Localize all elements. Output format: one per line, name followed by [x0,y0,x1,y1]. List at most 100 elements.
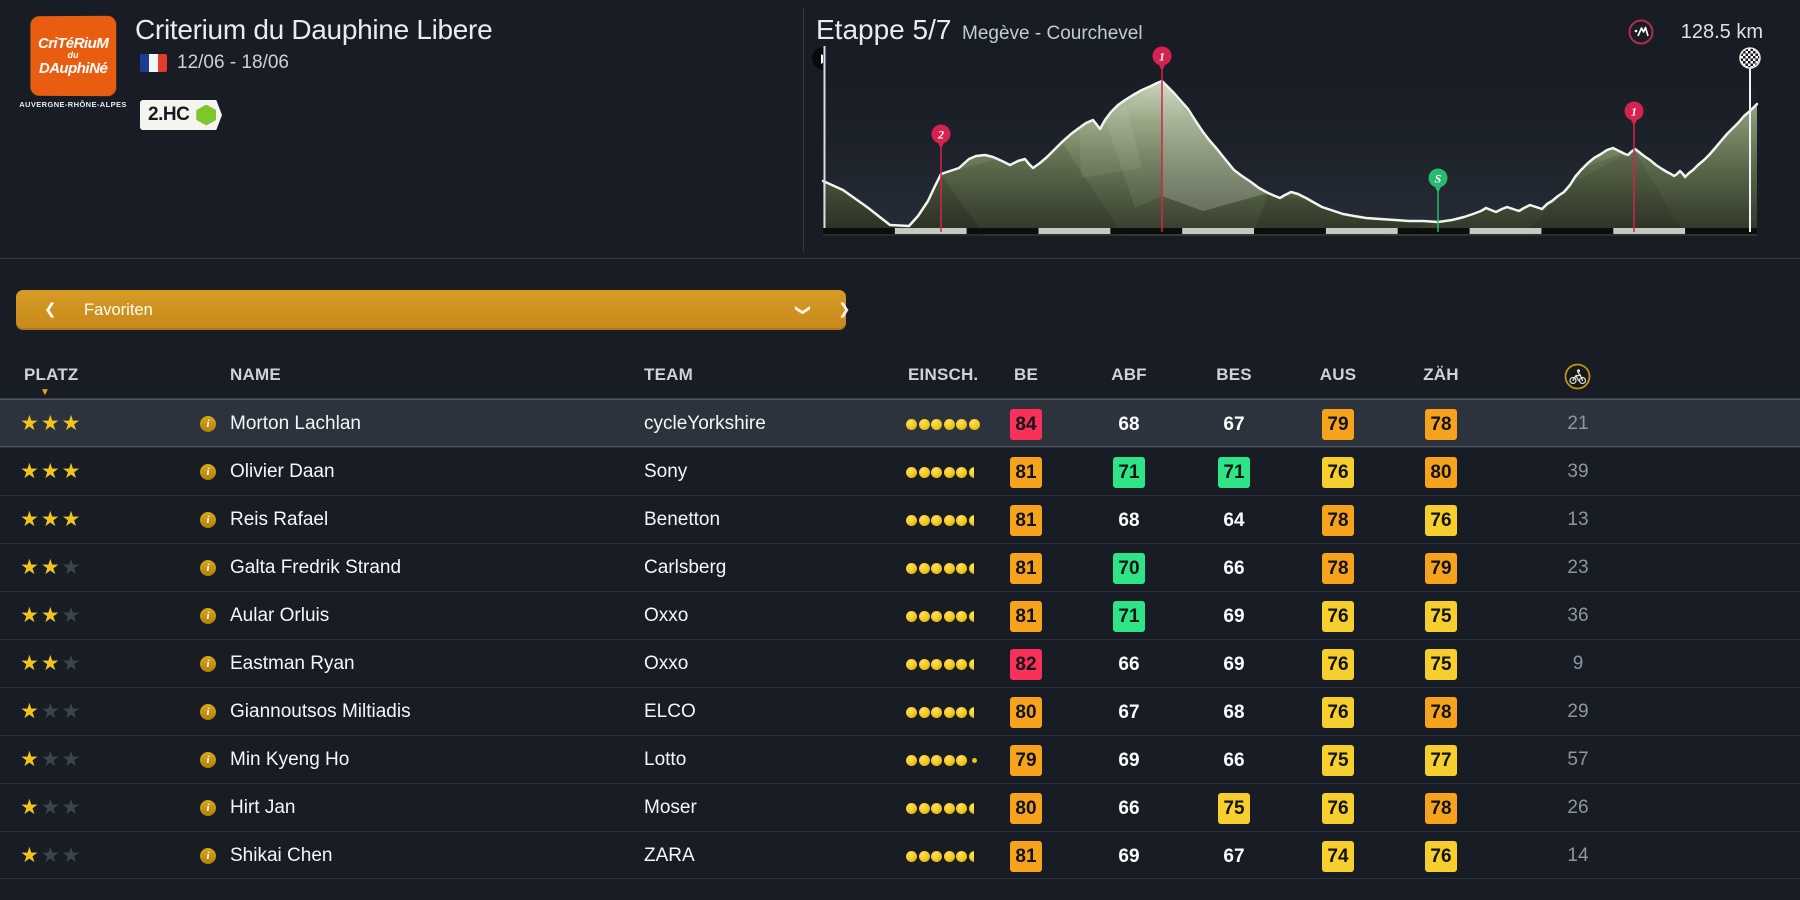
rating-dot-icon [918,707,930,718]
rider-name: Giannoutsos Miltiadis [230,701,411,722]
rider-info-icon[interactable]: i [200,704,216,720]
rider-info-icon[interactable]: i [200,416,216,432]
team-name: Benetton [644,509,721,530]
column-header-be[interactable]: BE [1013,365,1039,384]
header-vertical-divider [803,8,804,252]
einsch-dots [906,707,980,718]
race-days-count: 29 [1567,701,1589,722]
column-header-name[interactable]: NAME [230,365,281,384]
abf-value: 66 [1118,653,1140,675]
bes-value: 67 [1223,413,1245,435]
einsch-dots [906,659,980,670]
zaeh-value: 76 [1425,504,1457,536]
bes-value: 75 [1218,792,1250,824]
mountain-profile-icon [1628,19,1654,50]
zaeh-value: 79 [1425,552,1457,584]
aus-value: 76 [1322,456,1354,488]
team-name: Sony [644,461,688,482]
be-value: 79 [1010,744,1042,776]
rider-info-icon[interactable]: i [200,608,216,624]
column-header-aus[interactable]: AUS [1319,365,1357,384]
star-filled-icon: ★ [20,700,41,723]
column-header-abf[interactable]: ABF [1111,365,1147,384]
chevron-down-icon[interactable]: ❯ [794,303,812,317]
race-days-count: 14 [1567,845,1589,866]
zaeh-value: 80 [1425,456,1457,488]
rider-name: Min Kyeng Ho [230,749,350,770]
rating-dot-half-icon [968,803,974,814]
bes-value: 68 [1223,701,1245,723]
team-name: Oxxo [644,605,689,626]
climb-sprint-markers: 2 1 S 1 [931,46,1644,232]
aus-value: 76 [1322,600,1354,632]
rider-row[interactable]: ★★★ i Galta Fredrik Strand Carlsberg 81 70 66 7… [0,543,1800,591]
header-horizontal-divider [0,258,1800,259]
aus-value: 78 [1322,552,1354,584]
km-scale-bar [823,228,1757,234]
star-empty-icon: ★ [40,700,62,723]
star-filled-icon: ★ [20,652,41,675]
star-filled-icon: ★ [40,604,62,627]
rider-info-icon[interactable]: i [200,512,216,528]
star-filled-icon: ★ [20,796,41,819]
race-logo: CriTéRiuM du DAuphiNé [30,15,117,97]
rider-row[interactable]: ★★★ i Giannoutsos Miltiadis ELCO 80 67 68 76 78 2… [0,687,1800,735]
rating-dot-icon [931,755,942,766]
einsch-dots [906,467,980,478]
column-header-bes[interactable]: BES [1216,365,1252,384]
rating-dot-icon [943,419,955,430]
einsch-dots [906,755,977,766]
back-chevron-icon[interactable]: ❮ [44,301,57,318]
aus-value: 76 [1322,792,1354,824]
bes-value: 67 [1223,845,1245,867]
rider-row[interactable]: ★★★ i Olivier Daan Sony 81 71 71 76 80 39 [0,447,1800,495]
race-title: Criterium du Dauphine Libere [135,14,493,45]
star-filled-icon: ★ [20,460,41,483]
svg-text:S: S [1435,172,1442,186]
rider-name: Aular Orluis [230,605,330,626]
bes-value: 69 [1223,653,1245,675]
next-chevron-icon[interactable]: ❯ [838,301,851,318]
rider-row[interactable]: ★★★ i Hirt Jan Moser 80 66 75 76 78 26 [0,783,1800,831]
aus-value: 79 [1322,408,1354,440]
rider-info-icon[interactable]: i [200,656,216,672]
einsch-dots [906,803,980,814]
rider-row[interactable]: ★★★ i Eastman Ryan Oxxo 82 66 69 76 75 9 [0,639,1800,687]
star-filled-icon: ★ [61,412,83,435]
rider-row[interactable]: ★★★ i Morton Lachlan cycleYorkshire 84 68 67 79… [0,399,1800,447]
star-filled-icon: ★ [40,460,62,483]
rider-row[interactable]: ★★★ i Aular Orluis Oxxo 81 71 69 76 75 36 [0,591,1800,639]
rating-dot-icon [931,707,942,718]
rider-info-icon[interactable]: i [200,560,216,576]
rating-dot-icon [918,515,930,526]
rating-dot-half-icon [968,563,974,574]
rider-info-icon[interactable]: i [200,848,216,864]
aus-value: 76 [1322,696,1354,728]
rider-info-icon[interactable]: i [200,464,216,480]
race-days-count: 26 [1567,797,1589,818]
column-header-team[interactable]: TEAM [644,365,693,384]
favorites-dropdown-bar[interactable]: ❮ Favoriten ❯ ❯ [16,290,851,330]
rider-row[interactable]: ★★★ i Min Kyeng Ho Lotto 79 69 66 75 77 57 [0,735,1800,783]
star-filled-icon: ★ [61,508,83,531]
rider-row[interactable]: ★★★ i Shikai Chen ZARA 81 69 67 74 76 14 [0,831,1800,879]
rider-row[interactable]: ★★★ i Reis Rafael Benetton 81 68 64 78 76 13 [0,495,1800,543]
abf-value: 71 [1113,600,1145,632]
abf-value: 69 [1118,845,1140,867]
column-header-zaeh[interactable]: ZÄH [1423,365,1459,384]
rider-info-icon[interactable]: i [200,752,216,768]
rider-info-icon[interactable]: i [200,800,216,816]
abf-value: 69 [1118,749,1140,771]
bes-value: 66 [1223,557,1245,579]
star-empty-icon: ★ [61,700,83,723]
rating-dot-icon [943,707,955,718]
rating-dot-half-icon [968,467,974,478]
rider-name: Shikai Chen [230,845,333,866]
team-name: Moser [644,797,697,818]
cyclist-icon [1564,363,1591,395]
rider-name: Morton Lachlan [230,413,361,434]
column-header-platz[interactable]: PLATZ [24,365,79,384]
column-header-einsch[interactable]: EINSCH. [908,365,979,384]
zaeh-value: 77 [1425,744,1457,776]
rating-dot-icon [906,755,917,766]
